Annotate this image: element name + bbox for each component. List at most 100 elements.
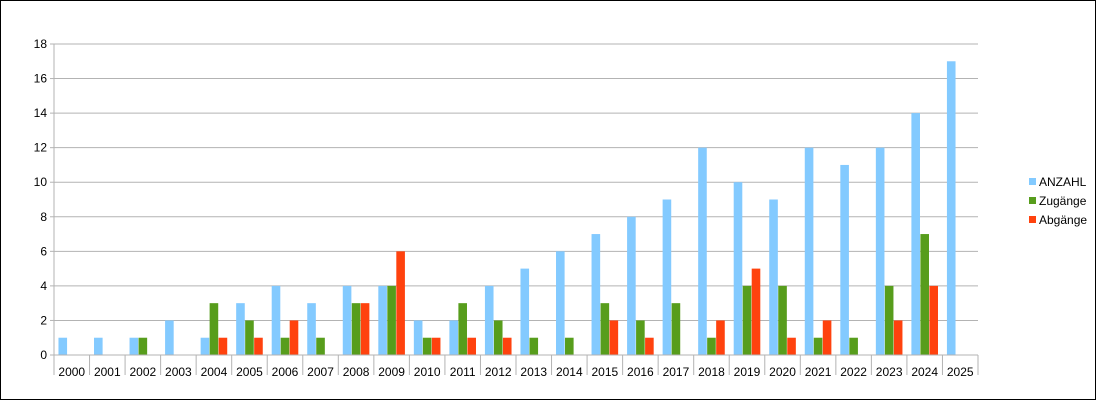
bar-anzahl-2006 — [271, 285, 281, 355]
bar-anzahl-2013 — [520, 268, 530, 355]
bar-abgänge-2015 — [609, 320, 619, 355]
bar-abgänge-2020 — [787, 337, 796, 355]
bar-abgänge-2018 — [716, 320, 725, 355]
bar-anzahl-2024 — [911, 113, 920, 355]
bar-zugänge-2012 — [493, 320, 503, 355]
x-tick-label: 2017 — [663, 365, 690, 379]
x-tick-label: 2021 — [805, 365, 832, 379]
bar-abgänge-2005 — [254, 337, 263, 355]
bar-anzahl-2010 — [413, 320, 423, 355]
bar-zugänge-2006 — [280, 337, 290, 355]
bar-zugänge-2024 — [920, 234, 929, 355]
bar-abgänge-2024 — [929, 285, 938, 355]
bar-zugänge-2020 — [778, 285, 787, 355]
y-tick-label: 16 — [34, 72, 48, 86]
bar-zugänge-2005 — [245, 320, 254, 355]
bar-abgänge-2011 — [467, 337, 476, 355]
bar-abgänge-2019 — [751, 268, 761, 355]
bar-anzahl-2015 — [591, 234, 601, 355]
x-tick-label: 2018 — [698, 365, 725, 379]
bar-anzahl-2022 — [840, 164, 849, 355]
x-tick-label: 2009 — [378, 365, 405, 379]
bar-anzahl-2001 — [94, 337, 103, 355]
bars — [58, 61, 956, 356]
bar-abgänge-2016 — [645, 337, 654, 355]
bar-anzahl-2008 — [342, 285, 352, 355]
bar-zugänge-2014 — [565, 337, 574, 355]
x-tick-label: 2019 — [734, 365, 761, 379]
bar-abgänge-2008 — [360, 303, 370, 355]
bar-anzahl-2018 — [698, 147, 707, 355]
bar-anzahl-2019 — [733, 182, 743, 355]
x-axis-ticks: 2000 2001 2002 2003 2004 2005 2006 2007 2008 2009… — [58, 365, 973, 379]
x-tick-label: 2025 — [947, 365, 974, 379]
bar-zugänge-2023 — [884, 285, 894, 355]
bar-zugänge-2010 — [422, 337, 432, 355]
y-tick-label: 4 — [40, 279, 47, 293]
bar-anzahl-2021 — [804, 147, 814, 355]
legend: ANZAHL Zugänge Abgänge — [1029, 175, 1087, 227]
legend-label: ANZAHL — [1039, 175, 1087, 189]
bar-anzahl-2020 — [769, 199, 778, 355]
bar-anzahl-2011 — [449, 320, 458, 355]
bar-zugänge-2015 — [600, 303, 610, 355]
bar-zugänge-2002 — [138, 337, 148, 355]
bar-anzahl-2009 — [378, 285, 387, 355]
y-tick-label: 12 — [34, 141, 48, 155]
x-tick-label: 2011 — [450, 365, 476, 379]
bar-zugänge-2013 — [529, 337, 539, 355]
bar-anzahl-2004 — [200, 337, 210, 355]
x-tick-label: 2012 — [485, 365, 512, 379]
y-tick-label: 0 — [40, 348, 47, 362]
x-tick-label: 2000 — [58, 365, 85, 379]
bar-abgänge-2006 — [289, 320, 299, 355]
bar-abgänge-2009 — [396, 251, 405, 355]
x-tick-label: 2006 — [272, 365, 299, 379]
legend-swatch — [1029, 178, 1036, 185]
x-tick-label: 2007 — [307, 365, 334, 379]
x-tick-label: 2010 — [414, 365, 441, 379]
bar-anzahl-2016 — [627, 216, 636, 355]
bar-zugänge-2004 — [209, 303, 219, 355]
legend-swatch — [1029, 216, 1036, 223]
axes — [50, 43, 979, 375]
bar-anzahl-2002 — [129, 337, 139, 355]
bar-abgänge-2010 — [431, 337, 441, 355]
y-tick-label: 18 — [34, 37, 48, 51]
y-tick-label: 8 — [40, 210, 47, 224]
y-tick-label: 6 — [40, 244, 47, 258]
x-tick-label: 2022 — [840, 365, 867, 379]
bar-zugänge-2016 — [636, 320, 645, 355]
x-tick-label: 2024 — [911, 365, 938, 379]
x-tick-label: 2008 — [343, 365, 370, 379]
x-tick-label: 2023 — [876, 365, 903, 379]
bar-anzahl-2005 — [236, 303, 245, 355]
bar-zugänge-2018 — [707, 337, 716, 355]
bar-zugänge-2019 — [742, 285, 752, 355]
x-tick-label: 2003 — [165, 365, 192, 379]
x-tick-label: 2014 — [556, 365, 583, 379]
bar-anzahl-2000 — [58, 337, 68, 355]
bar-anzahl-2025 — [946, 61, 956, 356]
y-tick-label: 10 — [34, 175, 48, 189]
x-tick-label: 2016 — [627, 365, 654, 379]
bar-anzahl-2023 — [875, 147, 885, 355]
bar-anzahl-2017 — [662, 199, 672, 355]
bar-anzahl-2014 — [556, 251, 565, 355]
legend-label: Zugänge — [1039, 194, 1087, 208]
bar-anzahl-2007 — [307, 303, 316, 355]
x-tick-label: 2015 — [591, 365, 618, 379]
gridlines — [54, 43, 978, 356]
bar-zugänge-2007 — [316, 337, 325, 355]
bar-zugänge-2011 — [458, 303, 467, 355]
x-tick-label: 2005 — [236, 365, 263, 379]
y-tick-label: 14 — [34, 106, 48, 120]
x-tick-label: 2013 — [520, 365, 547, 379]
bar-abgänge-2004 — [218, 337, 228, 355]
x-tick-label: 2001 — [94, 365, 121, 379]
bar-anzahl-2003 — [165, 320, 174, 355]
bar-zugänge-2009 — [387, 285, 396, 355]
bar-abgänge-2012 — [502, 337, 512, 355]
